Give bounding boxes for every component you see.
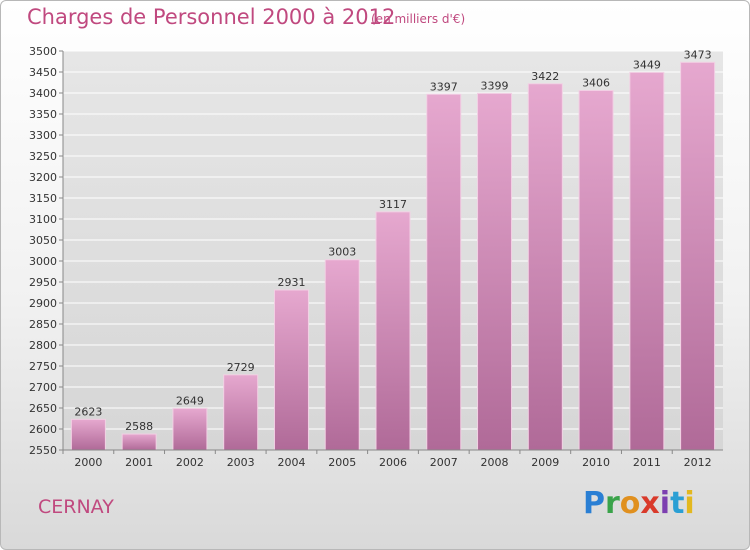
x-tick-label: 2008 [481,456,509,469]
bar-2012 [680,61,716,451]
y-tick-label: 2800 [29,339,57,352]
data-label: 2588 [125,420,153,433]
place-name: CERNAY [38,496,114,518]
bar-2009 [527,83,563,451]
data-label: 3473 [684,48,712,61]
logo-letter: x [640,486,660,521]
data-label: 3422 [531,70,559,83]
data-label: 3449 [633,58,661,71]
y-tick-label: 3250 [29,150,57,163]
y-tick-label: 3050 [29,234,57,247]
chart-subtitle: (en milliers d'€) [371,12,466,26]
x-tick-label: 2012 [684,456,712,469]
y-tick-label: 3100 [29,213,57,226]
data-label: 2931 [277,276,305,289]
y-tick-label: 3450 [29,66,57,79]
x-axis: 2000 2001 2002 2003 2004 2005 2006 2007 2008 2009… [62,449,723,469]
x-tick-label: 2001 [125,456,153,469]
y-tick-label: 2700 [29,381,57,394]
y-tick-label: 2900 [29,297,57,310]
data-label: 3117 [379,198,407,211]
y-axis: 2550 2600 2650 2700 2750 2800 2850 2900 2950 3000… [29,45,64,457]
data-label: 3399 [481,79,509,92]
logo-letter: t [670,486,685,521]
data-label: 2649 [176,394,204,407]
y-tick-label: 2850 [29,318,57,331]
y-tick-label: 2650 [29,402,57,415]
x-tick-label: 2006 [379,456,407,469]
bar-2003 [223,374,259,451]
bar-2005 [324,259,360,451]
y-tick-label: 2550 [29,444,57,457]
y-tick-label: 2950 [29,276,57,289]
data-label: 2729 [227,361,255,374]
y-tick-label: 3300 [29,129,57,142]
data-label: 3003 [328,246,356,259]
y-tick-label: 3000 [29,255,57,268]
data-label: 3406 [582,76,610,89]
data-label: 2623 [74,405,102,418]
x-tick-label: 2011 [633,456,661,469]
x-tick-label: 2009 [531,456,559,469]
logo-letter: r [605,486,620,521]
logo-letter: i [684,486,695,521]
x-tick-label: 2010 [582,456,610,469]
logo-letter: P [583,486,605,521]
bar-2010 [578,89,614,451]
x-tick-label: 2003 [227,456,255,469]
x-tick-label: 2007 [430,456,458,469]
y-tick-label: 2750 [29,360,57,373]
y-tick-label: 3350 [29,108,57,121]
bar-2011 [629,71,665,451]
proxiti-logo: Proxiti [583,486,695,521]
data-label: 3397 [430,80,458,93]
logo-letter: o [619,486,641,521]
x-tick-label: 2004 [277,456,305,469]
x-tick-label: 2000 [74,456,102,469]
bar-2002 [172,407,208,451]
bar-2008 [477,92,513,451]
bars [70,61,716,451]
logo-letter: i [659,486,671,521]
y-tick-label: 2600 [29,423,57,436]
x-tick-label: 2005 [328,456,356,469]
y-tick-label: 3400 [29,87,57,100]
x-tick-label: 2002 [176,456,204,469]
bar-2006 [375,211,411,451]
y-tick-label: 3200 [29,171,57,184]
bar-2001 [121,433,157,451]
y-tick-label: 3500 [29,45,57,58]
bar-2007 [426,93,462,451]
bar-2000 [70,418,106,451]
bar-2004 [273,289,309,451]
y-tick-label: 3150 [29,192,57,205]
chart-title: Charges de Personnel 2000 à 2012 [27,5,396,29]
data-labels: 2623 2588 2649 2729 2931 3003 3117 3397 3399 3422… [74,48,711,433]
